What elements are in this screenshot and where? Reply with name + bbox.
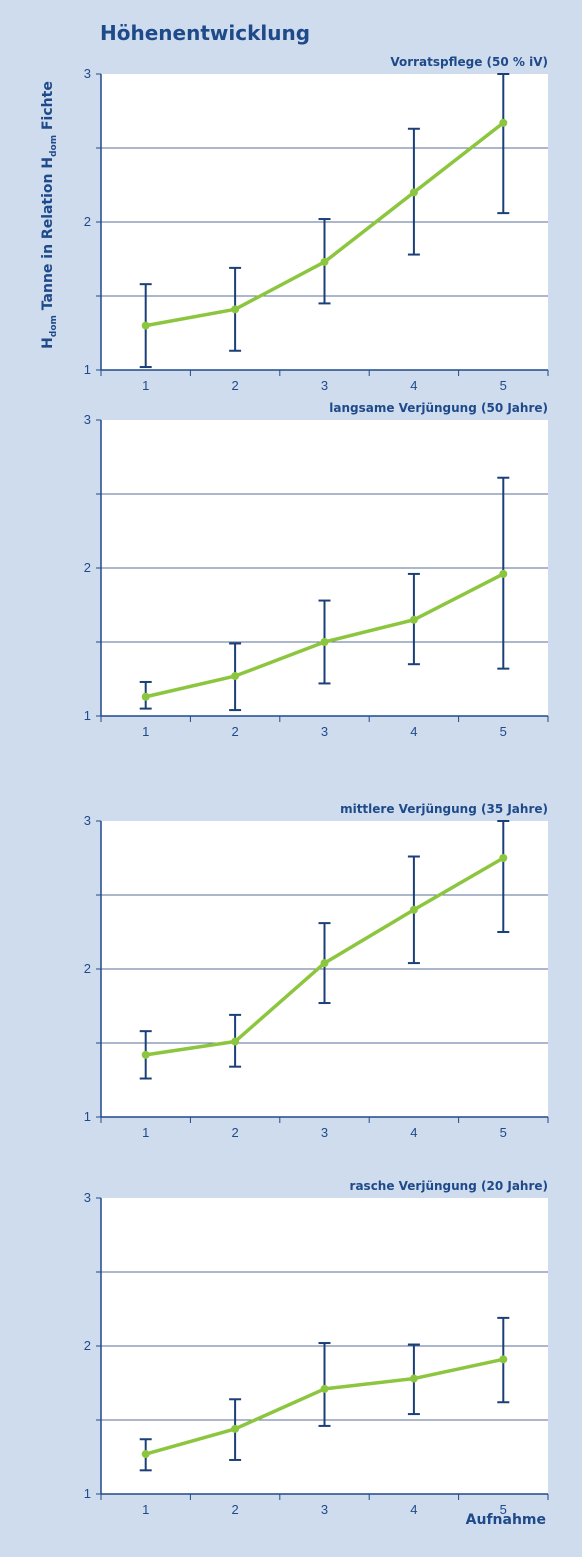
x-axis-label: Aufnahme — [466, 1512, 546, 1528]
y-axis-label-part3: Fichte — [40, 81, 56, 135]
chart-panels: 1 2 3 1 2 3 4 5 Vorratspflege (50 % iV) 1 2 3 1 2 3 4 5 l… — [84, 55, 549, 1517]
data-point — [409, 905, 418, 914]
y-tick-label: 2 — [84, 1338, 91, 1353]
data-point — [499, 854, 508, 862]
x-tick-label: 4 — [410, 378, 417, 393]
chart-panel: 1 2 3 1 2 3 4 5 Vorratspflege (50 % iV) — [84, 55, 549, 393]
y-axis-label-part1: H — [40, 337, 56, 349]
y-axis-label-part2: Tanne in Relation H — [40, 157, 56, 315]
panel-title: langsame Verjüngung (50 Jahre) — [329, 401, 548, 415]
x-tick-label: 3 — [321, 378, 328, 393]
panel-title: rasche Verjüngung (20 Jahre) — [350, 1179, 548, 1193]
x-tick-label: 4 — [410, 1125, 417, 1140]
figure-title: Höhenentwicklung — [100, 21, 310, 45]
x-tick-label: 5 — [500, 378, 507, 393]
data-point — [320, 959, 329, 968]
data-point — [409, 615, 418, 624]
x-tick-label: 2 — [231, 1502, 238, 1517]
x-tick-label: 4 — [410, 1502, 417, 1517]
y-tick-label: 2 — [84, 560, 91, 575]
data-point — [141, 1050, 150, 1059]
x-tick-label: 1 — [142, 724, 149, 739]
chart-panel: 1 2 3 1 2 3 4 5 langsame Verjüngung (50 Jahre) — [84, 401, 549, 739]
x-tick-label: 5 — [500, 1502, 507, 1517]
y-tick-label: 3 — [84, 1190, 91, 1205]
y-axis-label-sub1: dom — [49, 315, 59, 337]
x-tick-label: 1 — [142, 1125, 149, 1140]
chart-panel: 1 2 3 1 2 3 4 5 mittlere Verjüngung (35 Jahre) — [84, 802, 549, 1140]
x-tick-label: 2 — [231, 724, 238, 739]
data-point — [141, 321, 150, 330]
x-tick-label: 3 — [321, 1125, 328, 1140]
x-tick-label: 2 — [231, 378, 238, 393]
data-point — [320, 257, 329, 266]
data-point — [499, 1355, 508, 1364]
data-point — [141, 1450, 150, 1459]
data-point — [231, 1424, 240, 1433]
chart-panel: 1 2 3 1 2 3 4 5 rasche Verjüngung (20 Jahre) — [84, 1179, 549, 1517]
data-point — [499, 118, 508, 127]
y-tick-label: 1 — [84, 1109, 91, 1124]
x-tick-label: 4 — [410, 724, 417, 739]
data-point — [141, 692, 150, 701]
data-point — [231, 305, 240, 314]
x-tick-label: 1 — [142, 378, 149, 393]
y-tick-label: 3 — [84, 66, 91, 81]
data-point — [499, 569, 508, 578]
data-point — [320, 638, 329, 646]
panel-title: mittlere Verjüngung (35 Jahre) — [340, 802, 548, 816]
x-tick-label: 5 — [500, 1125, 507, 1140]
panel-title: Vorratspflege (50 % iV) — [390, 55, 548, 69]
x-tick-label: 3 — [321, 724, 328, 739]
data-point — [231, 1037, 240, 1046]
y-tick-label: 1 — [84, 362, 91, 377]
data-point — [409, 188, 418, 197]
x-tick-label: 3 — [321, 1502, 328, 1517]
y-axis-label-sub2: dom — [49, 135, 59, 157]
y-axis-label: Hdom Tanne in Relation Hdom Fichte — [40, 81, 59, 349]
x-tick-label: 2 — [231, 1125, 238, 1140]
x-tick-label: 5 — [500, 724, 507, 739]
y-tick-label: 2 — [84, 214, 91, 229]
y-tick-label: 2 — [84, 961, 91, 976]
y-tick-label: 1 — [84, 708, 91, 723]
data-point — [409, 1374, 418, 1383]
data-point — [231, 672, 240, 681]
x-tick-label: 1 — [142, 1502, 149, 1517]
y-tick-label: 3 — [84, 412, 91, 427]
y-tick-label: 1 — [84, 1486, 91, 1501]
data-point — [320, 1384, 329, 1393]
y-tick-label: 3 — [84, 813, 91, 828]
